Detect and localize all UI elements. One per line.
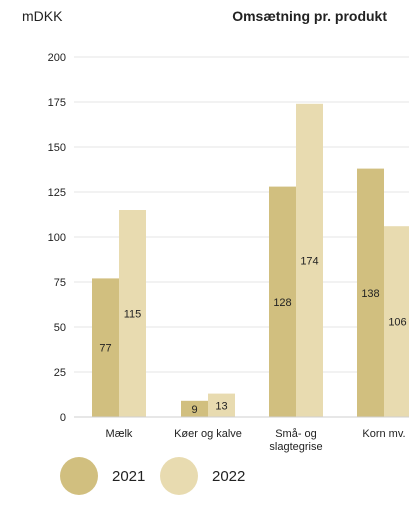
bar-2022-0 <box>119 210 146 417</box>
y-tick-label-175: 175 <box>48 97 66 109</box>
bar-2021-2 <box>269 186 296 417</box>
legend-swatch-2022 <box>160 457 198 495</box>
chart-title: Omsætning pr. produkt <box>232 8 387 24</box>
x-tick-label-line: slagtegrise <box>269 441 322 453</box>
legend-swatch-2021 <box>60 457 98 495</box>
x-tick-label-3: Korn mv. <box>362 428 405 440</box>
legend-item-2021: 2021 <box>60 456 145 496</box>
data-label-2021-1: 9 <box>191 404 197 416</box>
x-tick-label-line: Korn mv. <box>362 428 405 440</box>
bar-2022-3 <box>384 226 409 417</box>
data-label-2022-0: 115 <box>124 309 142 321</box>
y-tick-label-0: 0 <box>60 412 66 424</box>
x-tick-label-line: Små- og <box>275 428 317 440</box>
bar-2021-1 <box>181 400 208 417</box>
legend: 2021 2022 <box>0 456 409 496</box>
y-tick-label-100: 100 <box>48 232 66 244</box>
x-tick-label-0: Mælk <box>106 428 133 440</box>
bar-2021-3 <box>357 168 384 417</box>
bar-2021-0 <box>92 278 119 417</box>
x-tick-label-2: Små- og slagtegrise <box>269 428 322 453</box>
data-label-2021-3: 138 <box>361 288 379 300</box>
y-tick-label-150: 150 <box>48 142 66 154</box>
data-label-2022-3: 106 <box>388 317 406 329</box>
x-tick-label-line: Køer og kalve <box>174 428 242 440</box>
data-label-2021-0: 77 <box>99 343 111 355</box>
y-tick-label-200: 200 <box>48 52 66 64</box>
y-tick-label-50: 50 <box>54 322 66 334</box>
y-axis-label: mDKK <box>22 8 63 24</box>
legend-label-2021: 2021 <box>112 467 146 485</box>
legend-item-2022: 2022 <box>160 456 245 496</box>
legend-label-2022: 2022 <box>212 467 246 485</box>
bar-2022-1 <box>208 393 235 417</box>
data-label-2021-2: 128 <box>273 297 291 309</box>
y-tick-label-75: 75 <box>54 277 66 289</box>
y-tick-label-25: 25 <box>54 367 66 379</box>
x-tick-label-1: Køer og kalve <box>174 428 242 440</box>
bar-2022-2 <box>296 103 323 418</box>
x-tick-label-line: Mælk <box>106 428 133 440</box>
data-label-2022-1: 13 <box>215 400 227 412</box>
data-label-2022-2: 174 <box>300 255 318 267</box>
y-tick-label-125: 125 <box>48 187 66 199</box>
